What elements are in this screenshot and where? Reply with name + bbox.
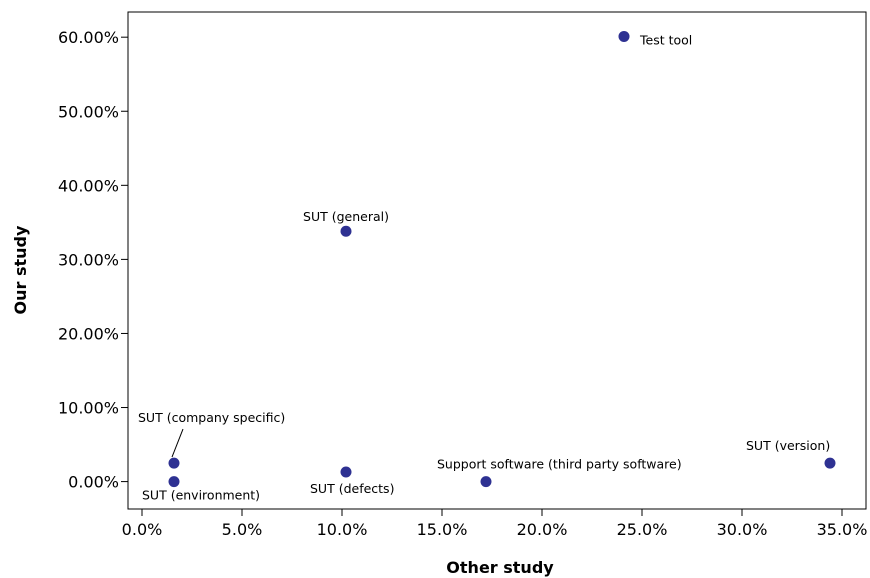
- scatter-point: [340, 466, 352, 478]
- data-points: [168, 30, 836, 488]
- scatter-point: [480, 476, 492, 488]
- x-axis-title: Other study: [446, 558, 554, 577]
- y-tick-label: 30.00%: [58, 250, 119, 269]
- point-labels: Test tool SUT (general) SUT (company speci…: [138, 32, 830, 502]
- y-tick-label: 10.00%: [58, 399, 119, 418]
- x-axis: 0.0% 5.0% 10.0% 15.0% 20.0% 25.0% 30.0% 35.0%: [122, 509, 868, 539]
- x-tick-label: 0.0%: [122, 520, 163, 539]
- scatter-point: [824, 457, 836, 469]
- point-label: SUT (defects): [310, 481, 394, 496]
- y-tick-label: 40.00%: [58, 176, 119, 195]
- x-tick-label: 15.0%: [417, 520, 468, 539]
- point-label: SUT (version): [746, 438, 830, 453]
- scatter-point: [340, 225, 352, 237]
- scatter-point: [618, 30, 630, 42]
- plot-frame: [127, 11, 867, 510]
- y-axis: 0.00% 10.00% 20.00% 30.00% 40.00% 50.00% 60.00…: [58, 28, 128, 492]
- x-tick-label: 35.0%: [817, 520, 868, 539]
- x-tick-label: 20.0%: [517, 520, 568, 539]
- y-axis-title: Our study: [11, 225, 30, 314]
- point-label: SUT (company specific): [138, 410, 285, 425]
- leader-line: [171, 428, 184, 458]
- x-tick-label: 5.0%: [222, 520, 263, 539]
- point-label: SUT (general): [303, 209, 389, 224]
- y-tick-label: 50.00%: [58, 102, 119, 121]
- x-tick-label: 30.0%: [717, 520, 768, 539]
- y-tick-label: 20.00%: [58, 324, 119, 343]
- scatter-point: [168, 457, 180, 469]
- x-tick-label: 25.0%: [617, 520, 668, 539]
- point-label: Test tool: [639, 32, 692, 47]
- x-tick-label: 10.0%: [317, 520, 368, 539]
- point-label: SUT (environment): [142, 488, 260, 503]
- scatter-point: [168, 476, 180, 488]
- y-tick-label: 0.00%: [68, 473, 119, 492]
- point-label: Support software (third party software): [437, 457, 682, 472]
- y-tick-label: 60.00%: [58, 28, 119, 47]
